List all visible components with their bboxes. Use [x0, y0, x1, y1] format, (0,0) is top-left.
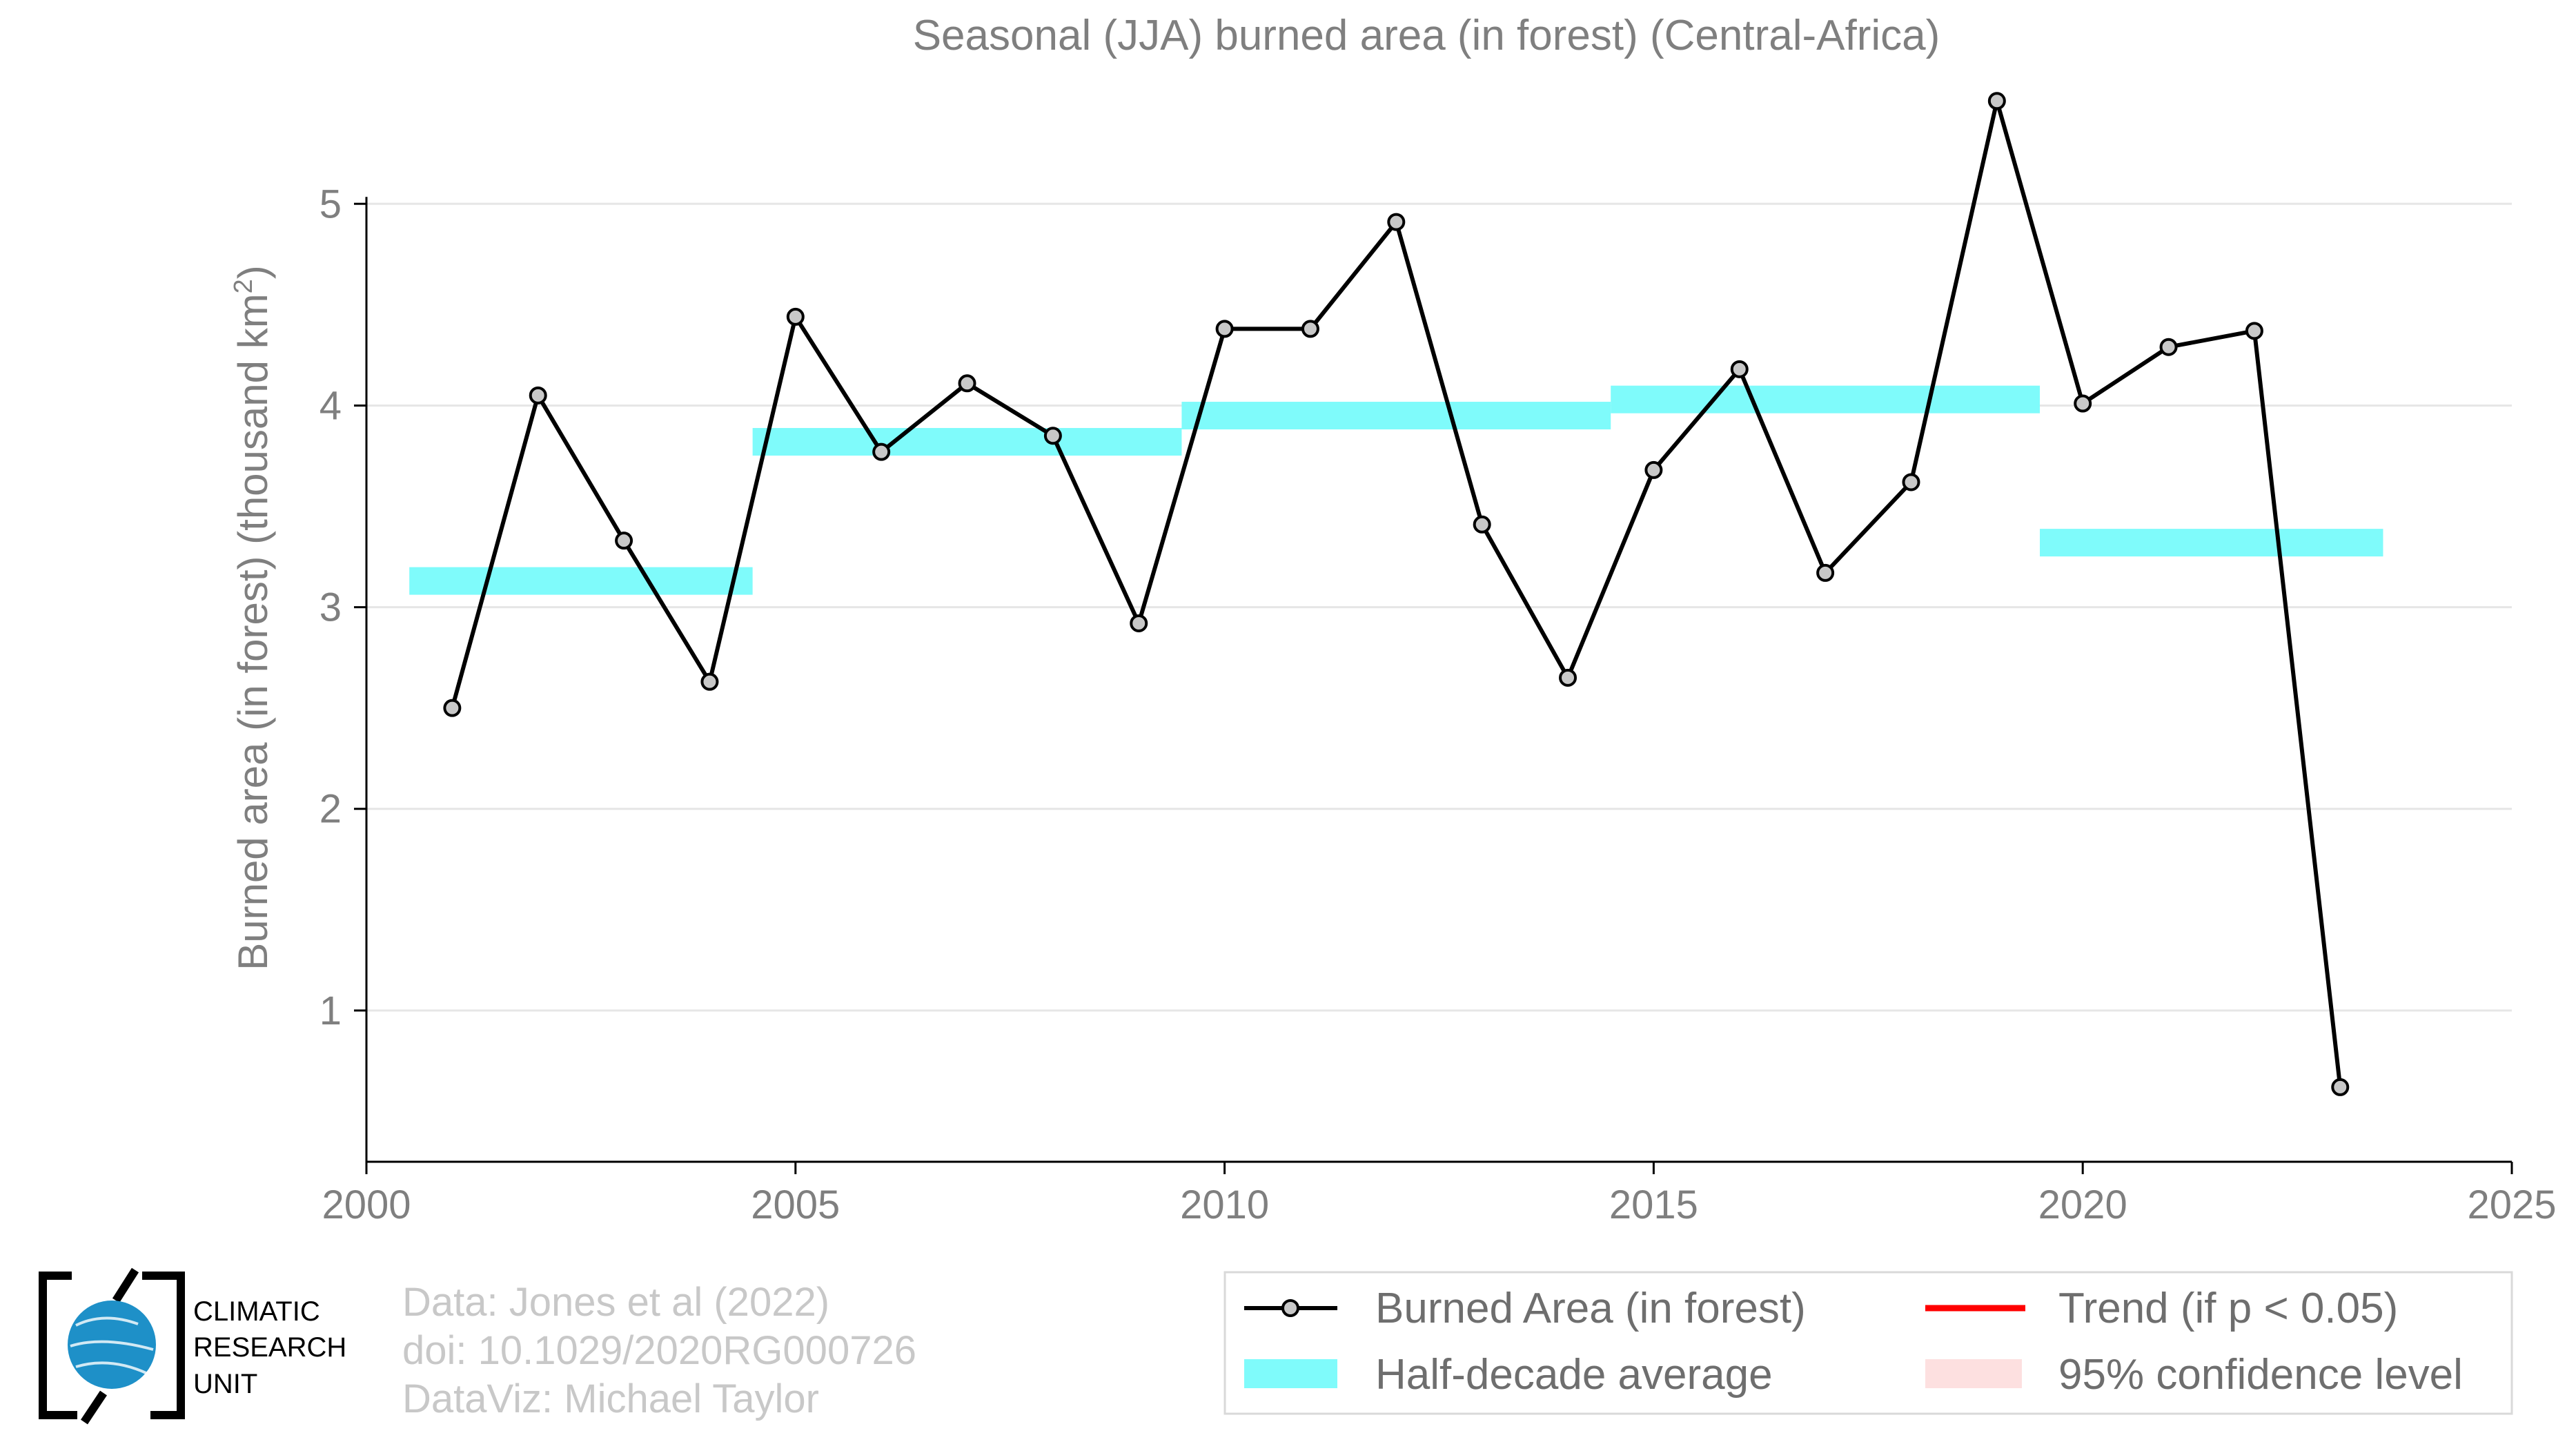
data-point-2023 — [2331, 1078, 2350, 1096]
x-tick-label-2010: 2010 — [1180, 1182, 1269, 1227]
y-tick-label-2: 2 — [319, 787, 342, 832]
cru-logo: CLIMATIC RESEARCH UNIT — [39, 1267, 346, 1425]
credit-dataviz: DataViz: Michael Taylor — [402, 1376, 819, 1421]
data-point-2019 — [1987, 92, 2006, 110]
legend-label-burned-area: Burned Area (in forest) — [1375, 1285, 1806, 1332]
logo-text-climatic: CLIMATIC — [193, 1296, 320, 1327]
data-point-2001 — [443, 699, 462, 717]
data-point-2010 — [1215, 320, 1234, 338]
y-axis-label-close: ) — [230, 265, 276, 279]
data-point-2002 — [529, 386, 547, 405]
data-points — [443, 92, 2350, 1096]
gridlines — [366, 202, 2512, 1012]
data-point-2005 — [786, 307, 805, 326]
logo-text-research: RESEARCH — [193, 1332, 346, 1363]
data-point-2015 — [1644, 460, 1663, 479]
x-tick-label-2020: 2020 — [2038, 1182, 2127, 1227]
x-tick-label-2000: 2000 — [322, 1182, 411, 1227]
data-point-2013 — [1473, 515, 1491, 534]
legend-box — [1223, 1271, 2513, 1415]
half-decade-band-2 — [1181, 402, 1611, 430]
data-point-2014 — [1559, 668, 1577, 687]
y-axis-label-superscript: 2 — [229, 279, 258, 293]
x-tick-label-2005: 2005 — [751, 1182, 840, 1227]
legend-label-half-decade: Half-decade average — [1375, 1351, 1773, 1399]
legend-label-trend: Trend (if p < 0.05) — [2058, 1285, 2398, 1332]
half-decade-band-3 — [1611, 385, 2041, 413]
x-tick-label-2015: 2015 — [1609, 1182, 1698, 1227]
data-point-2020 — [2074, 394, 2092, 413]
data-point-2018 — [1902, 473, 1920, 491]
legend-swatch-half-decade — [1244, 1359, 1337, 1388]
y-tick-label-5: 5 — [319, 182, 342, 226]
logo-slash-bottom — [81, 1390, 107, 1425]
credit-data-source: Data: Jones et al (2022) — [402, 1280, 829, 1325]
legend: Burned Area (in forest) Trend (if p < 0.… — [1223, 1271, 2513, 1415]
data-point-2007 — [958, 374, 976, 393]
logo-text-unit: UNIT — [193, 1369, 257, 1399]
half-decade-band-1 — [752, 428, 1182, 456]
data-point-2003 — [615, 532, 633, 550]
half-decade-band-4 — [2040, 529, 2383, 557]
globe-swirl — [70, 1316, 154, 1375]
legend-label-confidence: 95% confidence level — [2058, 1351, 2463, 1399]
logo-right-bracket — [142, 1272, 185, 1419]
legend-swatch-marker — [1281, 1299, 1299, 1317]
y-tick-labels: 1 2 3 4 5 — [319, 182, 366, 1033]
x-tick-label-2025: 2025 — [2467, 1182, 2556, 1227]
legend-swatch-confidence — [1925, 1359, 2022, 1388]
data-point-2008 — [1043, 427, 1062, 445]
data-point-2021 — [2159, 338, 2178, 356]
data-point-2011 — [1301, 320, 1319, 338]
credit-doi: doi: 10.1029/2020RG000726 — [402, 1328, 916, 1373]
data-point-2009 — [1130, 614, 1148, 632]
y-axis-label-main: Burned area (in forest) (thousand km — [230, 293, 276, 970]
logo-slash-top — [112, 1267, 139, 1303]
y-tick-label-4: 4 — [319, 383, 342, 428]
data-point-2012 — [1387, 213, 1406, 231]
half-decade-average-bands — [409, 385, 2383, 595]
half-decade-band-0 — [409, 567, 753, 595]
logo-left-bracket — [39, 1272, 77, 1419]
data-point-2006 — [872, 442, 891, 461]
data-point-2016 — [1730, 360, 1749, 378]
y-tick-label-3: 3 — [319, 585, 342, 630]
chart-title: Seasonal (JJA) burned area (in forest) (… — [913, 12, 1940, 59]
data-point-2017 — [1816, 563, 1835, 582]
data-point-2004 — [700, 672, 719, 691]
y-axis-label: Burned area (in forest) (thousand km2) — [229, 265, 276, 971]
x-tick-labels: 2000 2005 2010 2015 2020 2025 — [322, 1162, 2557, 1227]
data-point-2022 — [2245, 322, 2263, 340]
y-tick-label-1: 1 — [319, 989, 342, 1033]
